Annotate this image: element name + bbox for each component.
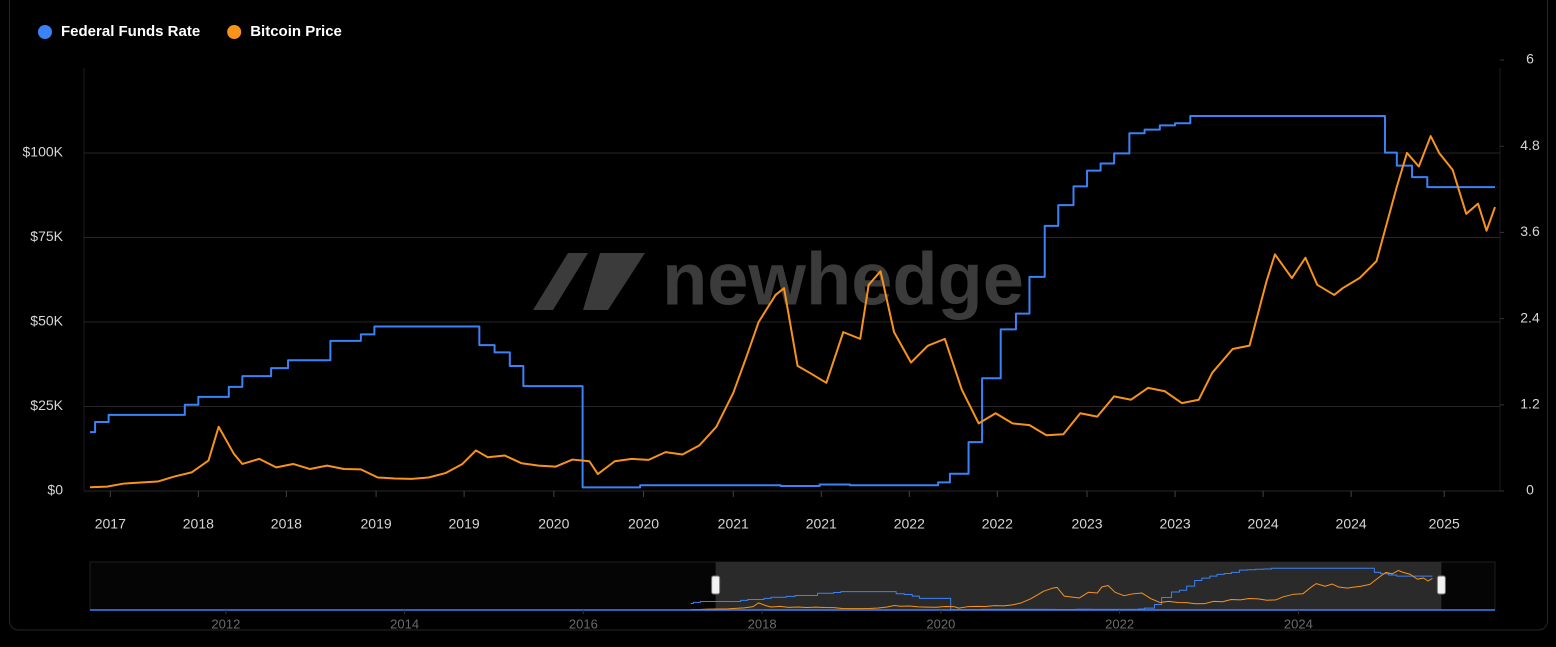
- x-tick-label: 2019: [361, 516, 392, 532]
- x-tick-label: 2022: [982, 516, 1013, 532]
- x-tick-label: 2018: [271, 516, 302, 532]
- y-tick-label: $100K: [23, 144, 64, 160]
- navigator-tick-label: 2018: [748, 616, 777, 631]
- watermark-logo: [533, 253, 645, 310]
- legend-marker: [38, 25, 52, 39]
- legend-marker: [227, 25, 242, 39]
- y-tick-label: $75K: [30, 228, 63, 244]
- navigator-line: [690, 567, 1433, 611]
- navigator-tick-label: 2024: [1284, 616, 1313, 631]
- x-tick-label: 2024: [1248, 516, 1279, 532]
- navigator-tick-label: 2014: [390, 616, 419, 631]
- watermark: newhedge: [662, 238, 1024, 321]
- x-tick-label: 2019: [449, 516, 480, 532]
- x-tick-label: 2021: [718, 516, 749, 532]
- y2-tick-label: 3.6: [1520, 223, 1540, 239]
- x-tick-label: 2021: [806, 516, 837, 532]
- navigator-tick-label: 2020: [926, 616, 955, 631]
- x-tick-label: 2022: [894, 516, 925, 532]
- y2-tick-label: 6: [1526, 51, 1534, 67]
- x-tick-label: 2018: [183, 516, 214, 532]
- navigator-handle: [1436, 575, 1446, 595]
- x-tick-label: 2020: [538, 516, 569, 532]
- x-tick-label: 2023: [1159, 516, 1190, 532]
- navigator-line: [690, 569, 1433, 611]
- legend-text: Federal Funds Rate: [61, 23, 200, 40]
- legend-text: Bitcoin Price: [250, 23, 342, 40]
- y-tick-label: $25K: [30, 397, 63, 413]
- series-line: [89, 135, 1496, 489]
- x-tick-label: 2020: [628, 516, 659, 532]
- y2-tick-label: 1.2: [1520, 396, 1540, 412]
- navigator-selection: [715, 562, 1442, 610]
- x-tick-label: 2024: [1336, 516, 1367, 532]
- navigator-tick-label: 2022: [1105, 616, 1134, 631]
- y2-tick-label: 2.4: [1520, 309, 1540, 325]
- x-tick-label: 2025: [1429, 516, 1460, 532]
- y-tick-label: $0: [47, 482, 63, 498]
- x-tick-label: 2017: [95, 516, 126, 532]
- navigator-tick-label: 2012: [211, 616, 240, 631]
- series-line: [90, 115, 1495, 489]
- y-tick-label: $50K: [30, 313, 63, 329]
- navigator-tick-label: 2016: [569, 616, 598, 631]
- y2-tick-label: 0: [1526, 482, 1534, 498]
- navigator-handle: [711, 575, 721, 595]
- y2-tick-label: 4.8: [1520, 137, 1540, 153]
- panel: [9, 0, 1548, 631]
- x-tick-label: 2023: [1071, 516, 1102, 532]
